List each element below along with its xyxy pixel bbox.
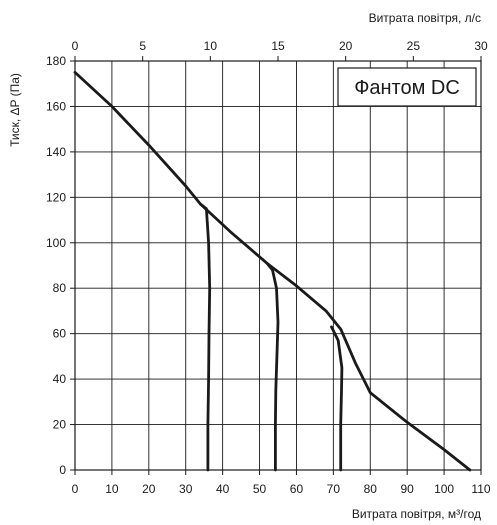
x-tick-label: 70: [327, 482, 341, 496]
x-tick-label: 20: [142, 482, 156, 496]
x-tick-label: 30: [179, 482, 193, 496]
x-tick-label: 0: [72, 482, 79, 496]
x2-tick-label: 20: [339, 39, 353, 53]
curve-constant-flow-3: [330, 325, 344, 472]
x2-tick-label: 30: [474, 39, 488, 53]
y-tick-label: 140: [46, 145, 66, 159]
curve-constant-flow-2: [265, 261, 280, 472]
chart-title-box: [337, 67, 477, 107]
y-axis-title: Тиск, ΔP (Па): [8, 73, 22, 147]
curve-constant-flow-1: [199, 202, 212, 472]
y-tick-label: 60: [53, 327, 67, 341]
y-tick-label: 120: [46, 190, 66, 204]
chart-title: Фантом DC: [354, 77, 460, 99]
y-tick-label: 0: [59, 463, 66, 477]
curves: [73, 71, 472, 472]
x-tick-label: 50: [253, 482, 267, 496]
x-tick-label: 10: [105, 482, 119, 496]
x2-tick-label: 25: [407, 39, 421, 53]
left-axis-ticks: 0 20 40 60 80 100 120 140 160 180: [46, 54, 75, 477]
bottom-axis-ticks: 0 10 20 30 40 50 60 70 80 90 100 110: [72, 470, 491, 496]
x2-tick-label: 15: [271, 39, 285, 53]
x-tick-label: 80: [364, 482, 378, 496]
x2-tick-label: 5: [139, 39, 146, 53]
x2-axis-title: Витрата повітря, л/с: [369, 11, 481, 25]
x-axis-title: Витрата повітря, м³/год: [352, 507, 481, 521]
x2-tick-label: 0: [72, 39, 79, 53]
x-tick-label: 90: [401, 482, 415, 496]
y-tick-label: 20: [53, 418, 67, 432]
x-tick-label: 60: [290, 482, 304, 496]
x-tick-label: 100: [434, 482, 454, 496]
y-tick-label: 100: [46, 236, 66, 250]
plot-frame: [74, 60, 482, 471]
top-axis-ticks: 0 5 10 15 20 25 30: [72, 39, 488, 61]
y-tick-label: 40: [53, 372, 67, 386]
y-tick-label: 160: [46, 99, 66, 113]
y-tick-label: 180: [46, 54, 66, 68]
x-tick-label: 40: [216, 482, 230, 496]
curve-main: [73, 71, 472, 472]
x2-tick-label: 10: [204, 39, 218, 53]
grid-lines: [75, 61, 481, 470]
x-tick-label: 110: [471, 482, 490, 496]
y-tick-label: 80: [53, 281, 67, 295]
